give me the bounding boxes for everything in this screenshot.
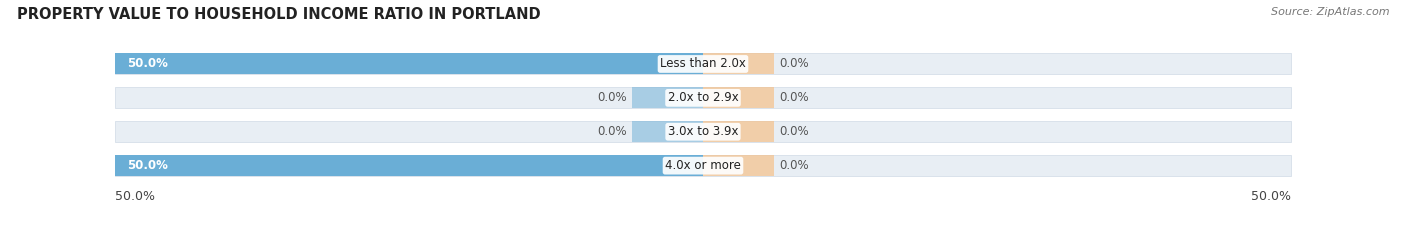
Text: 3.0x to 3.9x: 3.0x to 3.9x — [668, 125, 738, 138]
Text: Less than 2.0x: Less than 2.0x — [659, 58, 747, 70]
Text: 50.0%: 50.0% — [127, 58, 167, 70]
Text: 50.0%: 50.0% — [1251, 190, 1291, 203]
Bar — [115, 53, 703, 75]
Bar — [115, 87, 1291, 108]
Bar — [703, 121, 773, 142]
Text: 0.0%: 0.0% — [779, 125, 808, 138]
Bar — [115, 155, 1291, 176]
Text: PROPERTY VALUE TO HOUSEHOLD INCOME RATIO IN PORTLAND: PROPERTY VALUE TO HOUSEHOLD INCOME RATIO… — [17, 7, 540, 22]
Text: 50.0%: 50.0% — [127, 159, 167, 172]
Text: 0.0%: 0.0% — [779, 159, 808, 172]
Text: 0.0%: 0.0% — [598, 125, 627, 138]
Bar — [703, 87, 773, 108]
Bar — [115, 121, 1291, 142]
Text: 2.0x to 2.9x: 2.0x to 2.9x — [668, 91, 738, 104]
Text: Source: ZipAtlas.com: Source: ZipAtlas.com — [1271, 7, 1389, 17]
Text: 4.0x or more: 4.0x or more — [665, 159, 741, 172]
Bar — [633, 87, 703, 108]
Text: 0.0%: 0.0% — [779, 91, 808, 104]
Text: 0.0%: 0.0% — [598, 91, 627, 104]
Text: 0.0%: 0.0% — [779, 58, 808, 70]
Bar — [115, 155, 703, 176]
Bar — [703, 53, 773, 75]
Bar — [115, 53, 1291, 75]
Text: 50.0%: 50.0% — [115, 190, 155, 203]
Bar — [633, 121, 703, 142]
Bar — [703, 155, 773, 176]
